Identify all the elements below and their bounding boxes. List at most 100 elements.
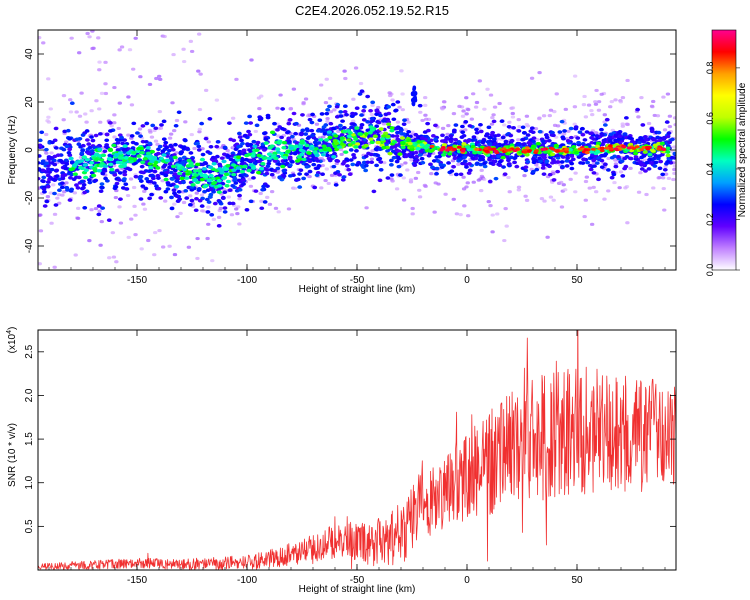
spectrogram-cell [636, 115, 641, 119]
spectrogram-cell [75, 186, 81, 190]
spectrogram-cell [198, 72, 203, 76]
spectrogram-cell [400, 145, 406, 150]
spectrogram-cell [62, 190, 67, 194]
spectrogram-cell [583, 148, 589, 152]
spectrogram-cell [649, 104, 655, 108]
spectrogram-cell [490, 130, 496, 135]
spectrogram-cell [181, 180, 186, 185]
spectrogram-cell [152, 169, 158, 174]
spectrogram-cell [127, 167, 133, 172]
spectrogram-cell [346, 138, 352, 142]
spectrogram-cell [354, 106, 360, 110]
spectrogram-cell [371, 189, 377, 194]
spectrogram-cell [474, 100, 480, 105]
spectrogram-cell [453, 123, 459, 127]
spectrogram-cell [488, 93, 494, 97]
spectrogram-cell [381, 134, 387, 138]
spectrogram-cell [319, 112, 325, 116]
spectrogram-cell [591, 161, 597, 165]
spectrogram-cell [378, 167, 384, 172]
spectrogram-cell [196, 69, 201, 73]
spectrogram-cell [540, 166, 546, 170]
spectrogram-cell [639, 163, 644, 167]
spectrogram-cell [177, 157, 183, 161]
spectrogram-cell [665, 150, 671, 154]
spectrogram-cell [57, 201, 62, 205]
spectrogram-cell [194, 196, 199, 201]
spectrogram-cell [324, 138, 330, 142]
spectrogram-cell [236, 131, 242, 136]
spectrogram-cell [61, 118, 66, 122]
spectrogram-cell [297, 145, 304, 149]
spectrogram-cell [453, 137, 459, 142]
snr-xtick-label: 0 [464, 575, 470, 586]
spectrogram-cell [226, 154, 232, 159]
spectrogram-cell [135, 131, 140, 135]
spectrogram-cell [117, 101, 123, 105]
spectrogram-cell [53, 126, 59, 131]
spectrogram-cell [568, 135, 574, 140]
spectrogram-cell [206, 205, 211, 209]
spectrogram-cell [662, 167, 668, 172]
spectrogram-cell [237, 193, 242, 198]
spectrogram-cell [119, 135, 124, 140]
spectrogram-cell [127, 48, 133, 52]
spectrogram-cell [502, 123, 507, 127]
spectrogram-cell [456, 162, 461, 166]
spectrogram-cell [74, 110, 79, 114]
spectrogram-cell [216, 224, 222, 228]
spectrogram-cell [93, 133, 99, 138]
spectrogram-cell [531, 156, 536, 161]
spectrogram-cell [310, 112, 315, 117]
spectrogram-cell [168, 132, 174, 136]
spectrogram-cell [417, 188, 422, 192]
spectrogram-cell [129, 217, 134, 221]
spectrogram-cell [647, 152, 653, 157]
spectrogram-cell [44, 161, 50, 166]
spectrogram-cell [503, 139, 509, 144]
spectrogram-cell [423, 113, 428, 117]
spectrogram-cell [301, 157, 307, 162]
spectrogram-cell [64, 144, 70, 149]
spectrogram-cell [531, 136, 537, 140]
spectrogram-cell [297, 172, 303, 176]
spectrogram-marks [38, 30, 676, 269]
spectrogram-cell [537, 129, 543, 134]
spectrogram-cell [243, 121, 249, 125]
spectrogram-cell [469, 117, 475, 121]
spectrogram-cell [237, 188, 243, 192]
spectrogram-cell [157, 74, 162, 78]
spectrogram-cell [422, 95, 428, 100]
spectrogram-cell [589, 108, 594, 113]
spectrogram-cell [45, 180, 51, 184]
spectrogram-cell [636, 190, 642, 194]
spectrogram-cell [89, 135, 94, 139]
spectrogram-cell [555, 124, 561, 128]
spectrogram-cell [139, 150, 145, 155]
spectrogram-cell [181, 172, 187, 176]
spectrogram-cell [222, 210, 228, 214]
spectrogram-cell [577, 147, 583, 151]
spectrogram-cell [117, 48, 122, 52]
spectrogram-cell [113, 195, 119, 200]
spectrogram-cell [623, 142, 629, 146]
spectrogram-cell [635, 107, 641, 112]
spectrogram-cell [287, 118, 293, 122]
spectrogram-cell [583, 179, 589, 184]
spectrogram-cell [381, 122, 387, 126]
spectrogram-cell [99, 185, 105, 190]
spectrogram-cell [424, 134, 429, 139]
spectrogram-cell [613, 162, 619, 166]
spectrogram-cell [665, 146, 671, 151]
spectrogram-cell [368, 119, 374, 124]
spectrogram-cell [487, 157, 492, 162]
spectrogram-cell [157, 144, 163, 149]
spectrogram-cell [347, 143, 353, 147]
spectrogram-cell [631, 146, 637, 150]
spectrogram-cell [490, 213, 495, 217]
spectrogram-cell [320, 152, 327, 157]
spectrogram-cell [98, 120, 103, 124]
spectrogram-cell [201, 167, 207, 171]
spectrogram-cell [340, 161, 346, 166]
spectrogram-cell [548, 108, 554, 112]
